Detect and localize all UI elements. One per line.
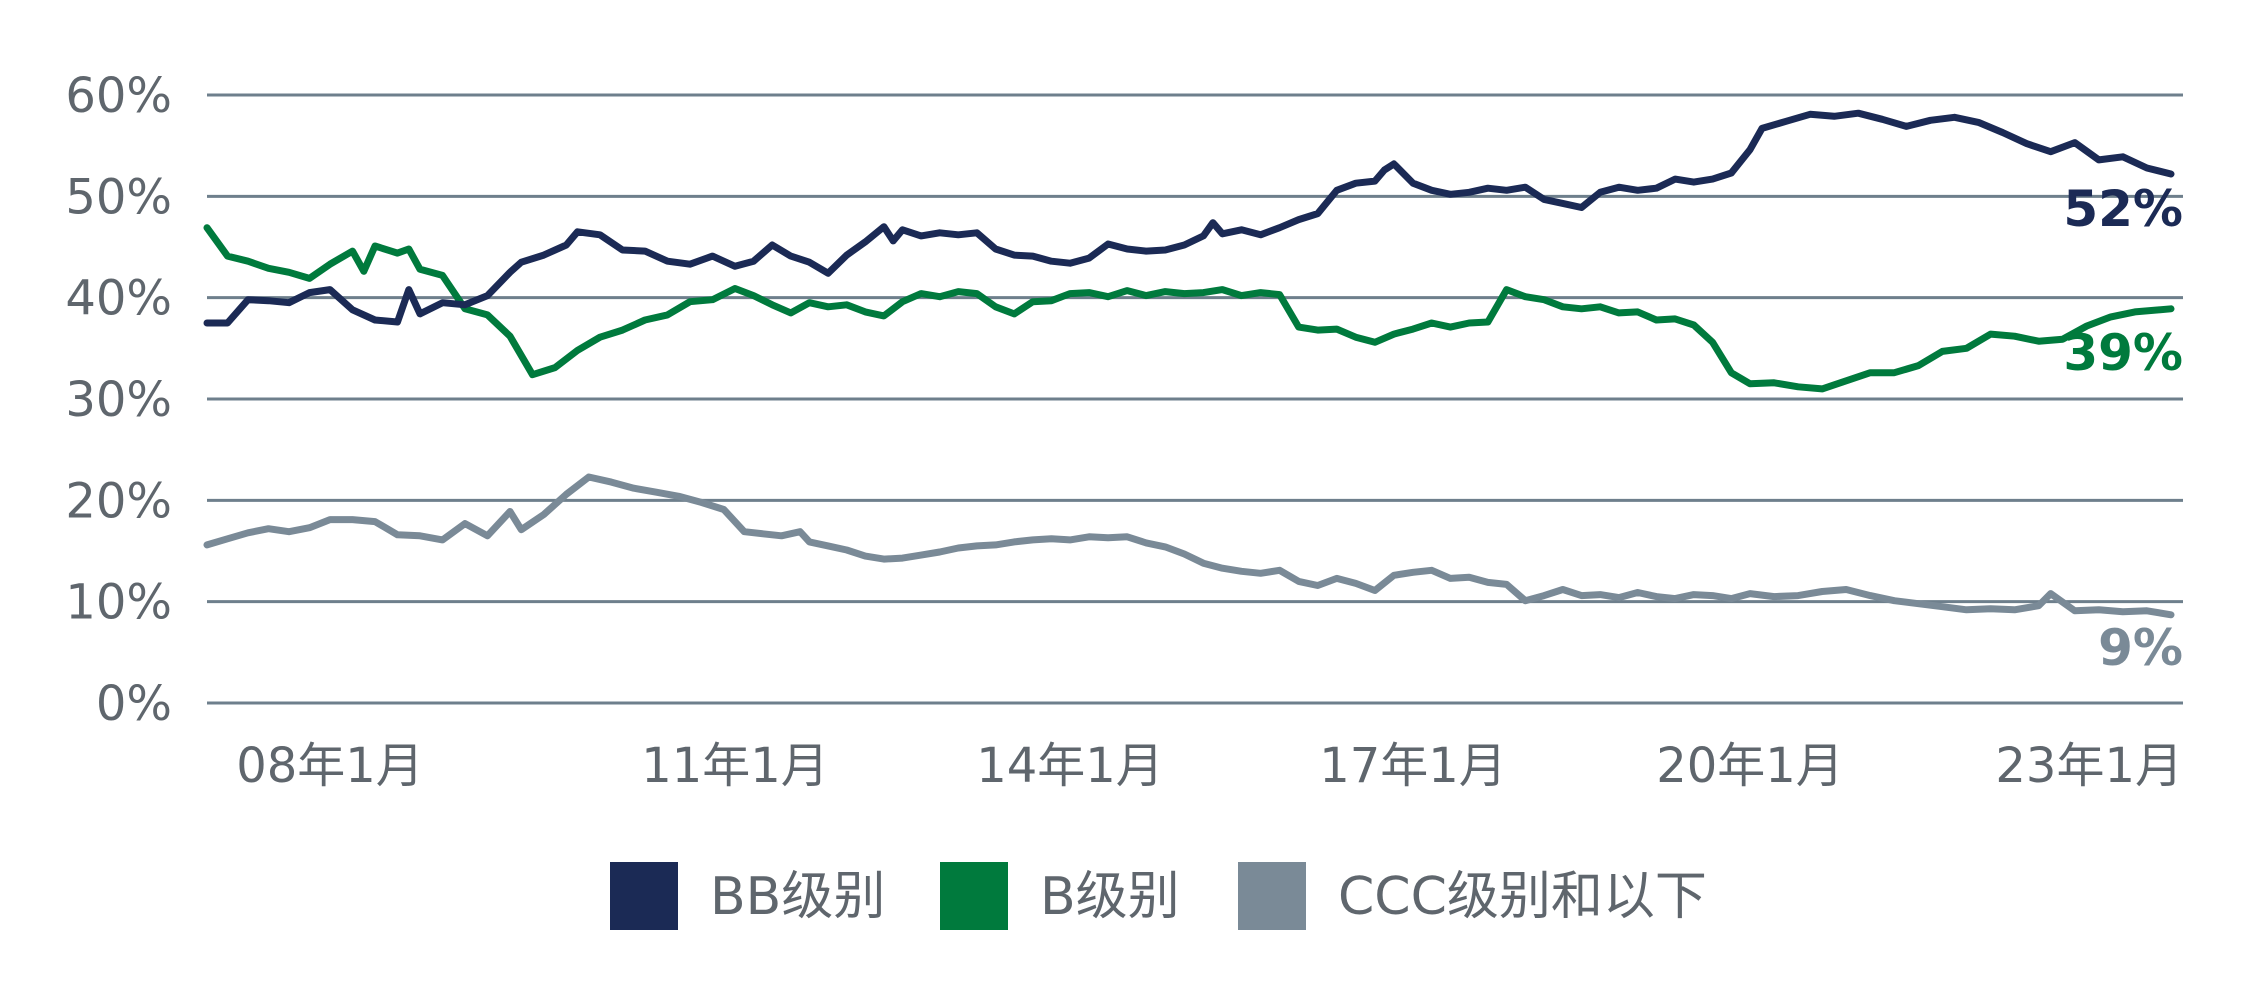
y-tick-label: 30% (65, 372, 172, 428)
y-tick-label: 50% (65, 169, 172, 225)
legend-label: B级别 (1040, 867, 1180, 927)
gridlines (207, 93, 2183, 705)
y-tick-label: 40% (65, 271, 172, 327)
x-tick-label: 14年1月 (976, 738, 1164, 794)
legend-item: B级别 (940, 862, 1180, 930)
y-tick-label: 0% (96, 676, 172, 732)
x-tick-label: 20年1月 (1656, 738, 1844, 794)
series-lines (203, 109, 2175, 619)
y-tick-label: 60% (65, 68, 172, 124)
y-axis-tick-labels: 0% 10% 20% 30% 40% 50% 60% (65, 68, 172, 732)
end-label-series-0: 52% (2063, 180, 2183, 238)
legend: BB级别 B级别 CCC级别和以下 (610, 862, 1707, 930)
end-value-labels: 52% 39% 9% (2063, 180, 2183, 677)
legend-swatch (1238, 862, 1306, 930)
legend-label: BB级别 (710, 867, 885, 927)
y-tick-label: 20% (65, 473, 172, 529)
end-label-series-1: 39% (2063, 324, 2183, 382)
x-tick-label: 23年1月 (1995, 738, 2183, 794)
legend-item: BB级别 (610, 862, 885, 930)
series-line-2 (203, 473, 2175, 619)
legend-swatch (940, 862, 1008, 930)
x-tick-label: 11年1月 (641, 738, 829, 794)
end-label-series-2: 9% (2098, 619, 2183, 677)
legend-swatch (610, 862, 678, 930)
legend-item: CCC级别和以下 (1238, 862, 1707, 930)
y-tick-label: 10% (65, 575, 172, 631)
series-line-0 (203, 109, 2175, 327)
x-tick-label: 17年1月 (1319, 738, 1507, 794)
x-axis-tick-labels: 08年1月 11年1月 14年1月 17年1月 20年1月 23年1月 (236, 738, 2183, 794)
legend-label: CCC级别和以下 (1338, 867, 1707, 927)
x-tick-label: 08年1月 (236, 738, 424, 794)
series-line-1 (203, 224, 2175, 393)
